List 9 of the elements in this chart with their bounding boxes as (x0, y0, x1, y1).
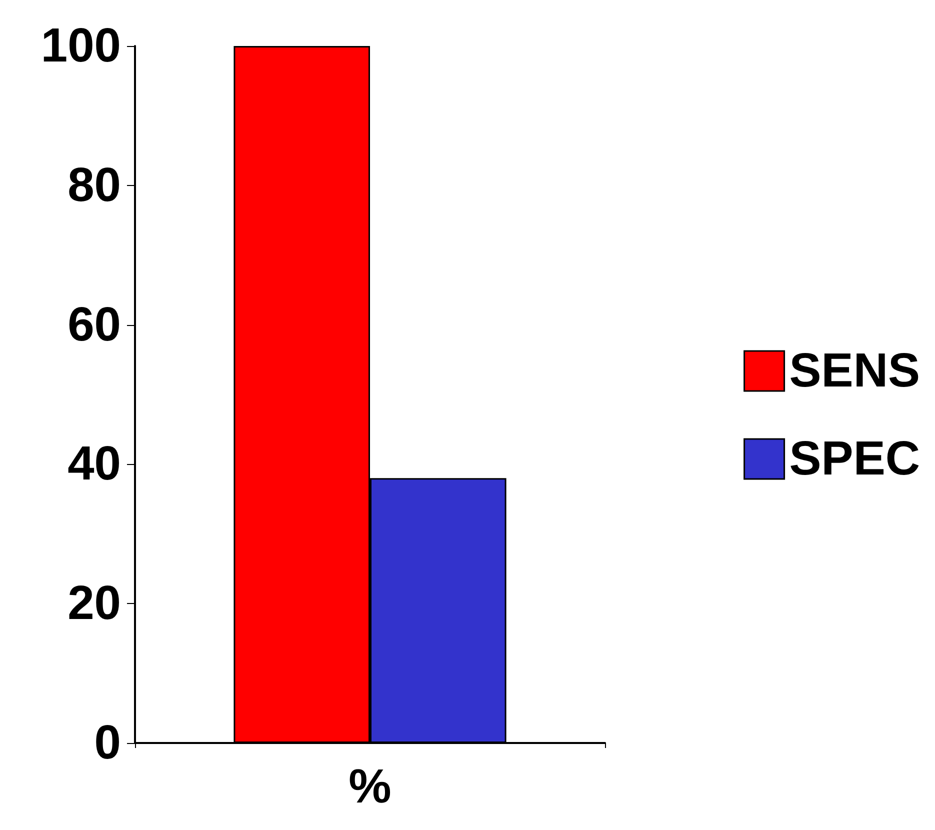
legend-label: SENS (789, 344, 920, 398)
y-tick-label: 0 (94, 716, 121, 770)
y-tick-label: 100 (40, 20, 121, 72)
legend-label: SPEC (789, 432, 920, 486)
y-tick-label: 40 (68, 438, 121, 491)
y-tick-label: 20 (68, 577, 121, 630)
y-tick-label: 80 (68, 158, 121, 212)
x-tick-label: % (348, 760, 392, 814)
y-tick-label: 60 (68, 298, 121, 352)
